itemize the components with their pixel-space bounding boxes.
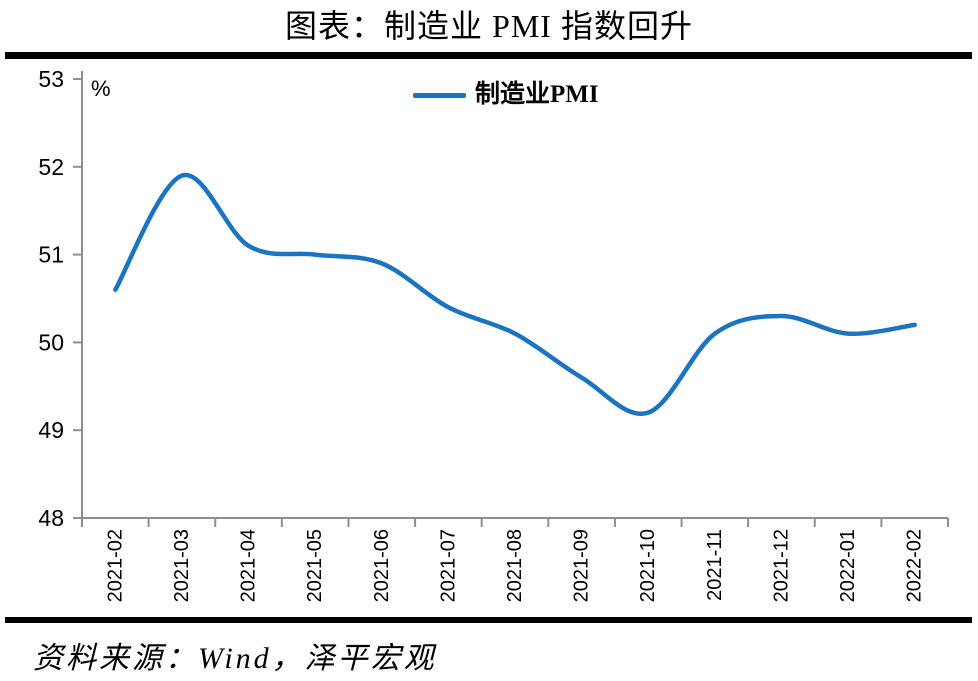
y-tick-label: 51 xyxy=(38,242,64,268)
x-tick-label: 2021-08 xyxy=(504,529,526,602)
y-tick-label: 53 xyxy=(38,66,64,92)
y-tick-label: 52 xyxy=(38,154,64,180)
y-tick-label: 49 xyxy=(38,417,64,443)
pmi-line-chart: 48 49 50 51 52 53 2021-02 2021-03 2021-04 2021-05… xyxy=(38,66,949,602)
x-tick-label: 2022-01 xyxy=(837,529,859,602)
x-tick-label: 2021-06 xyxy=(371,529,393,602)
x-tick-label: 2021-03 xyxy=(171,529,193,602)
top-rule xyxy=(5,52,972,59)
y-tick-label: 48 xyxy=(38,505,64,531)
x-tick-label: 2022-02 xyxy=(904,529,926,602)
x-tick-label: 2021-09 xyxy=(571,529,593,602)
legend-label: 制造业PMI xyxy=(475,81,599,108)
x-tick-label: 2021-04 xyxy=(238,529,260,602)
x-tick-label: 2021-10 xyxy=(637,529,659,602)
pmi-line-series xyxy=(113,173,917,417)
legend: 制造业PMI xyxy=(413,81,599,109)
x-tick-label: 2021-07 xyxy=(437,529,459,602)
bottom-rule xyxy=(5,617,972,623)
y-axis-unit-label: % xyxy=(91,76,111,101)
x-tick-label: 2021-05 xyxy=(304,529,326,602)
x-tick-label: 2021-02 xyxy=(104,529,126,602)
x-tick-label: 2021-12 xyxy=(770,529,792,602)
y-tick-label: 50 xyxy=(38,329,64,355)
x-tick-label: 2021-11 xyxy=(704,529,726,601)
source-note: 资料来源：Wind，泽平宏观 xyxy=(33,642,437,675)
legend-line-swatch xyxy=(413,92,466,98)
chart-title: 图表：制造业 PMI 指数回升 xyxy=(285,8,693,44)
